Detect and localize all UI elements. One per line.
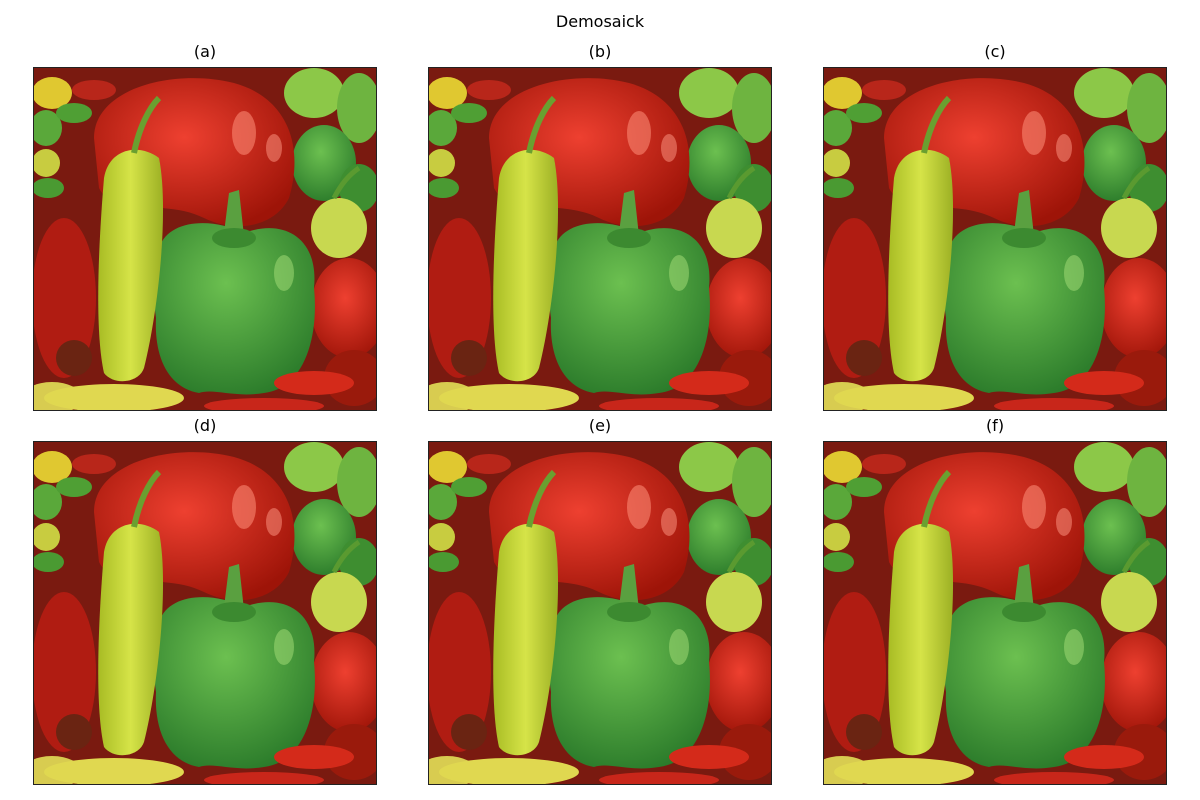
peppers-image — [823, 67, 1167, 411]
panel-label: (d) — [193, 416, 217, 435]
peppers-image — [428, 441, 772, 785]
panel-label: (a) — [193, 42, 217, 61]
panel-label: (b) — [588, 42, 612, 61]
peppers-illustration — [34, 68, 376, 410]
peppers-image — [428, 67, 772, 411]
peppers-image — [33, 441, 377, 785]
figure-title: Demosaick — [555, 12, 645, 31]
peppers-illustration — [34, 442, 376, 784]
peppers-image — [823, 441, 1167, 785]
peppers-illustration — [429, 68, 771, 410]
peppers-illustration — [824, 68, 1166, 410]
panel-label: (f) — [985, 416, 1005, 435]
peppers-image — [33, 67, 377, 411]
panel-label: (c) — [984, 42, 1006, 61]
panel-label: (e) — [588, 416, 612, 435]
peppers-illustration — [824, 442, 1166, 784]
peppers-illustration — [429, 442, 771, 784]
